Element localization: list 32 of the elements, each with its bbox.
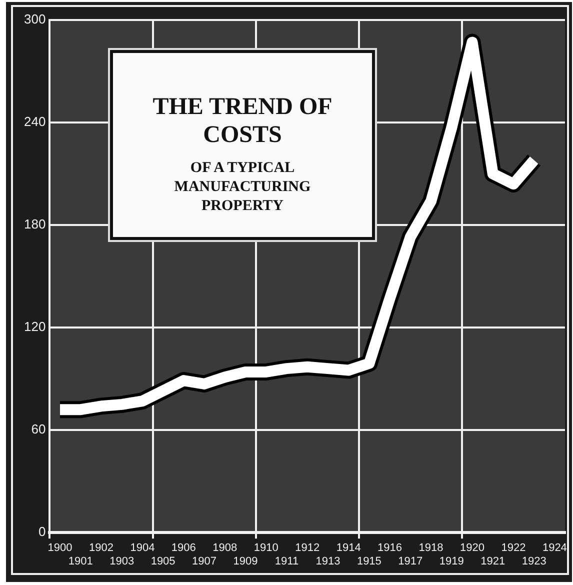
x-tick-label: 1916: [378, 542, 402, 554]
y-tick-label: 300: [24, 12, 46, 27]
title-panel: THE TREND OF COSTS OF A TYPICAL MANUFACTURING PROPERTY: [110, 50, 375, 240]
x-tick-label: 1913: [316, 555, 340, 568]
x-tick-label: 1912: [295, 542, 320, 554]
x-tick-label: 1917: [398, 555, 423, 568]
x-tick-label: 1902: [88, 542, 114, 554]
y-tick-label: 180: [24, 216, 46, 232]
x-tick-label: 1915: [356, 555, 382, 568]
x-tick-label: 1901: [68, 555, 93, 568]
x-tick-label: 1918: [418, 542, 444, 554]
x-tick-label: 1910: [254, 542, 278, 554]
y-tick-label: 60: [31, 422, 46, 437]
x-tick-label: 1907: [192, 555, 217, 568]
x-tick-label: 1911: [274, 555, 299, 568]
x-tick-label: 1908: [212, 542, 238, 554]
x-tick-label: 1924: [542, 542, 567, 554]
x-tick-label: 1922: [501, 542, 526, 554]
x-tick-label: 1904: [130, 542, 155, 554]
y-tick-label: 240: [24, 114, 46, 130]
x-tick-label: 1921: [480, 555, 506, 568]
x-tick-label: 1900: [48, 542, 72, 554]
y-tick-label: 0: [38, 524, 46, 540]
x-tick-label: 1923: [522, 555, 546, 568]
x-tick-label: 1919: [439, 555, 464, 568]
x-tick-label: 1903: [110, 555, 134, 568]
y-tick-label: 120: [24, 319, 46, 334]
x-tick-label: 1909: [233, 555, 258, 568]
x-tick-label: 1914: [336, 542, 361, 554]
x-tick-label: 1920: [460, 542, 484, 554]
x-tick-label: 1905: [150, 555, 176, 568]
x-tick-label: 1906: [171, 542, 196, 554]
